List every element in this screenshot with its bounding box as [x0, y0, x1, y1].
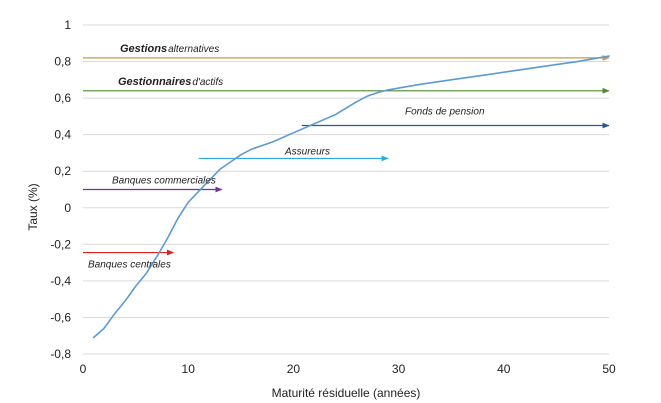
x-axis-title: Maturité résiduelle (années): [272, 386, 421, 400]
y-tick-label: 0,8: [54, 55, 71, 69]
y-tick-label: 0: [64, 201, 71, 215]
x-tick-label: 40: [497, 362, 511, 376]
annotation-labels: Gestionsalternatives Gestionnairesd'actif…: [88, 43, 485, 271]
x-tick-label: 10: [182, 362, 196, 376]
y-tick-label: -0,8: [50, 347, 71, 361]
x-axis-ticks: 0 10 20 30 40 50: [80, 362, 616, 376]
y-tick-label: -0,2: [50, 237, 71, 251]
y-axis-title: Taux (%): [26, 183, 40, 230]
annotation-label: Gestionnairesd'actifs: [118, 76, 223, 88]
annotation-arrows: [83, 55, 610, 256]
annotation-label: Banques commerciales: [112, 176, 216, 187]
y-tick-label: 0,6: [54, 91, 71, 105]
y-axis-ticks: -0,8 -0,6 -0,4 -0,2 0 0,2 0,4 0,6 0,8 1: [50, 18, 71, 361]
x-tick-label: 0: [80, 362, 87, 376]
y-tick-label: 0,4: [54, 128, 71, 142]
annotation-label: Assureurs: [284, 146, 330, 157]
x-tick-label: 50: [602, 362, 616, 376]
x-tick-label: 30: [392, 362, 406, 376]
annotation-label: Fonds de pension: [405, 107, 485, 118]
annotation-label: Gestionsalternatives: [120, 43, 219, 55]
grid-lines: [83, 24, 609, 355]
annotation-label: Banques centrales: [88, 260, 171, 271]
y-tick-label: 0,2: [54, 164, 71, 178]
x-tick-label: 20: [287, 362, 301, 376]
y-tick-label: 1: [64, 18, 71, 32]
y-tick-label: -0,4: [50, 274, 71, 288]
y-tick-label: -0,6: [50, 310, 71, 324]
rate-curve-line: [92, 55, 610, 339]
